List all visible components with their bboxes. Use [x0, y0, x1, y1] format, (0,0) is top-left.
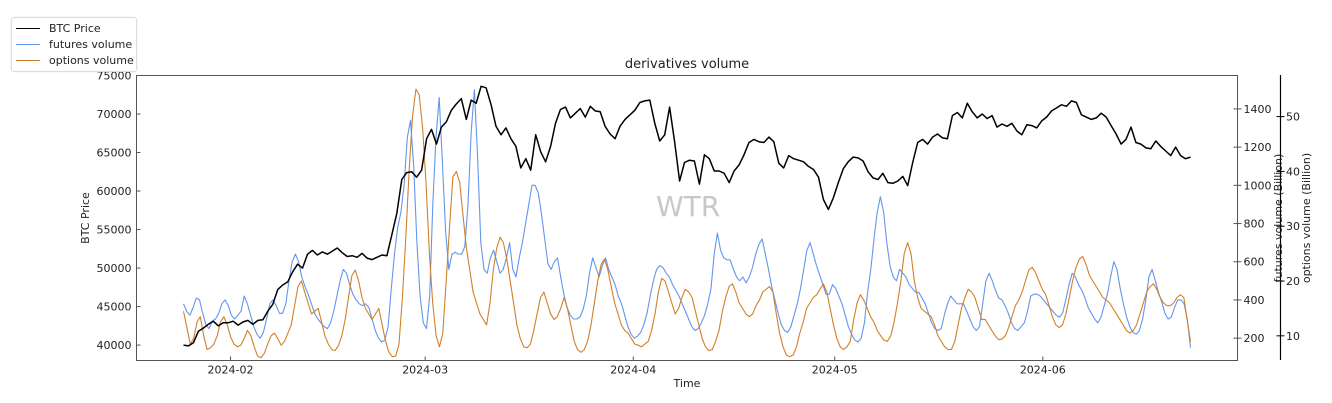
legend: BTC Price futures volume options volume	[11, 17, 137, 72]
left-tick-label: 60000	[97, 185, 132, 198]
series-line-options-volume	[182, 88, 1192, 359]
options-tick-label: 50	[1286, 111, 1300, 124]
plot-frame	[136, 75, 1238, 361]
left-tick-label: 40000	[97, 339, 132, 352]
futures-axis-label: futures volume (Billion)	[1272, 154, 1285, 283]
futures-tick-label: 800	[1244, 218, 1265, 231]
x-tick-label: 2024-06	[1020, 364, 1066, 377]
series-line-futures-volume	[182, 89, 1192, 348]
x-tick-label: 2024-04	[610, 364, 656, 377]
legend-item-futures-volume: futures volume	[16, 36, 132, 53]
left-tick-label: 50000	[97, 262, 132, 275]
legend-swatch-btc-price	[16, 28, 40, 29]
legend-item-options-volume: options volume	[16, 52, 134, 69]
options-tick-label: 20	[1286, 275, 1300, 288]
left-tick-label: 65000	[97, 147, 132, 160]
series-layer	[182, 85, 1192, 359]
futures-axis-ticks: 200 400 600 800 1000 1200 1400	[1233, 103, 1272, 345]
plot-area-border	[136, 75, 1238, 361]
futures-tick-label: 600	[1244, 256, 1265, 269]
legend-item-btc-price: BTC Price	[16, 20, 101, 37]
legend-label-btc-price: BTC Price	[49, 22, 101, 35]
options-tick-label: 10	[1286, 330, 1300, 343]
left-axis-ticks: 40000 45000 50000 55000 60000 65000 70000 75000	[97, 70, 141, 352]
left-tick-label: 55000	[97, 224, 132, 237]
series-line-btc-price	[183, 85, 1191, 347]
futures-tick-label: 400	[1244, 294, 1265, 307]
left-tick-label: 45000	[97, 301, 132, 314]
legend-swatch-options-volume	[16, 60, 40, 61]
futures-tick-label: 1000	[1244, 179, 1272, 192]
legend-swatch-futures-volume	[16, 44, 40, 45]
x-tick-label: 2024-05	[812, 364, 858, 377]
options-axis-ticks: 10 20 30 40 50	[1276, 111, 1300, 343]
options-tick-label: 30	[1286, 220, 1300, 233]
legend-label-options-volume: options volume	[49, 54, 134, 67]
left-axis-label: BTC Price	[79, 192, 92, 244]
x-axis-label: Time	[673, 377, 701, 390]
watermark: WTR	[656, 190, 720, 223]
x-tick-label: 2024-03	[402, 364, 448, 377]
left-tick-label: 70000	[97, 108, 132, 121]
futures-tick-label: 200	[1244, 332, 1265, 345]
chart-title: derivatives volume	[625, 57, 749, 72]
futures-tick-label: 1200	[1244, 141, 1272, 154]
options-axis-label: options volume (Billion)	[1300, 153, 1313, 283]
left-tick-label: 75000	[97, 70, 132, 83]
futures-tick-label: 1400	[1244, 103, 1272, 116]
options-tick-label: 40	[1286, 165, 1300, 178]
legend-label-futures-volume: futures volume	[49, 38, 133, 51]
x-axis-ticks: 2024-02 2024-03 2024-04 2024-05 2024-06	[208, 356, 1066, 377]
x-tick-label: 2024-02	[208, 364, 254, 377]
